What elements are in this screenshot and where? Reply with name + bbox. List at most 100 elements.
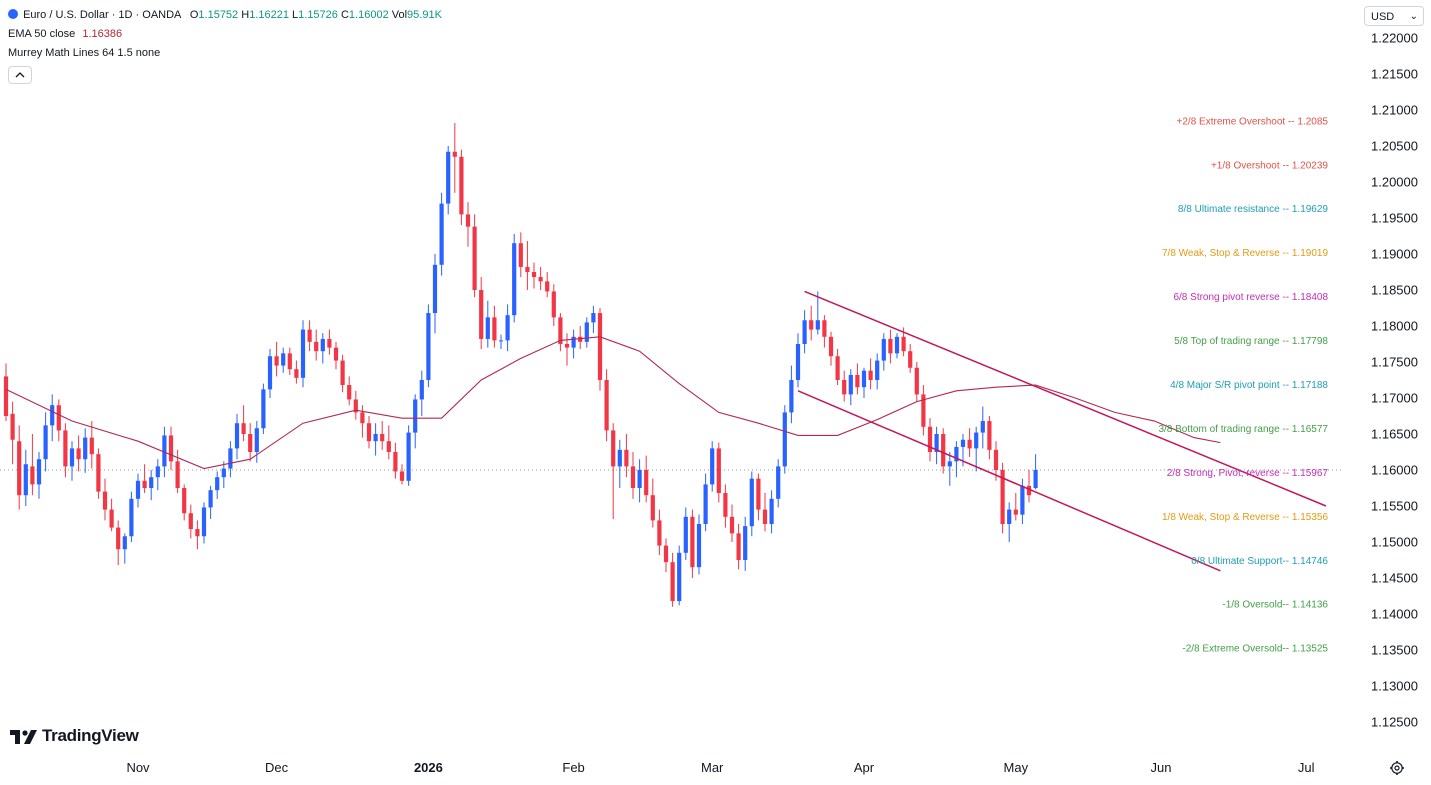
murrey-labels: +2/8 Extreme Overshoot -- 1.2085 +1/8 Ove…: [1158, 116, 1328, 654]
candle-body: [498, 340, 504, 342]
candle-body: [584, 322, 589, 342]
ohlc-open: 1.15752: [198, 9, 239, 21]
candle: [670, 552, 675, 607]
candle: [822, 315, 827, 348]
candle-body: [300, 329, 306, 378]
candle-body: [881, 338, 886, 361]
candle: [492, 305, 497, 348]
candle-body: [267, 356, 273, 390]
price-axis[interactable]: 1.22000 1.21500 1.21000 1.20500 1.20000 1.195…: [1371, 31, 1418, 730]
murrey-level-label: 4/8 Major S/R pivot point -- 1.17188: [1170, 380, 1328, 391]
settings-gear-icon[interactable]: [1389, 760, 1405, 776]
candle-body: [828, 336, 834, 357]
currency-select[interactable]: USD ⌄: [1364, 6, 1424, 26]
ohlc-close: 1.16002: [348, 9, 389, 21]
price-tick-label: 1.16000: [1371, 463, 1418, 478]
time-tick-label: Feb: [562, 760, 584, 775]
symbol-title[interactable]: Euro / U.S. Dollar · 1D · OANDA: [23, 9, 181, 21]
candle: [538, 266, 543, 290]
candle-body: [347, 385, 352, 400]
candle-body: [254, 428, 259, 452]
murrey-legend[interactable]: Murrey Math Lines 64 1.5 none: [8, 46, 160, 60]
candle-body: [116, 527, 121, 550]
candle-body: [960, 439, 966, 447]
candle-body: [30, 466, 35, 485]
candle: [426, 304, 431, 388]
candle: [842, 370, 847, 402]
ohlc-high: 1.16221: [249, 9, 289, 21]
candle-body: [782, 412, 787, 467]
candle-body: [380, 434, 385, 442]
candle: [729, 504, 735, 542]
candle: [736, 524, 741, 570]
price-tick-label: 1.19500: [1371, 211, 1418, 226]
candle-body: [122, 536, 127, 550]
murrey-level-label: 6/8 Strong pivot reverse -- 1.18408: [1173, 292, 1328, 303]
candle: [50, 394, 55, 442]
candle: [109, 498, 114, 532]
candle: [558, 313, 563, 352]
candle-body: [954, 446, 959, 462]
candle-body: [149, 477, 154, 488]
candle: [56, 399, 61, 442]
candle-body: [743, 526, 748, 560]
candle-body: [221, 468, 226, 478]
candle-body: [314, 341, 319, 352]
candle-body: [927, 426, 933, 452]
collapse-legend-button[interactable]: [8, 66, 32, 84]
candle-body: [855, 374, 860, 388]
candle-body: [43, 425, 48, 460]
candle-body: [749, 478, 754, 527]
candle: [135, 473, 141, 508]
candle-body: [419, 380, 424, 400]
candle: [254, 421, 259, 463]
candle: [142, 464, 147, 494]
candle-body: [644, 470, 649, 496]
candle: [432, 254, 438, 334]
chevron-down-icon: ⌄: [1409, 11, 1418, 22]
candle-body: [353, 399, 358, 413]
candle: [914, 362, 919, 402]
candle-body: [980, 421, 985, 433]
price-tick-label: 1.13500: [1371, 643, 1418, 658]
price-tick-label: 1.20000: [1371, 175, 1418, 190]
candle-body: [162, 435, 167, 467]
time-tick-label: Jul: [1298, 760, 1315, 775]
candle-body: [1033, 470, 1038, 488]
ema-legend[interactable]: EMA 50 close 1.16386: [8, 27, 122, 41]
candle: [452, 122, 457, 193]
candle-body: [281, 353, 286, 366]
murrey-level-label: -1/8 Oversold-- 1.14136: [1222, 600, 1328, 611]
candle-body: [261, 389, 266, 429]
candle: [921, 385, 926, 436]
tradingview-logo[interactable]: TradingView: [10, 726, 139, 746]
candle: [43, 412, 48, 472]
candle-body: [974, 432, 979, 449]
candle-body: [894, 336, 900, 354]
candle: [875, 353, 880, 390]
price-tick-label: 1.16500: [1371, 427, 1418, 442]
price-tick-label: 1.13000: [1371, 679, 1418, 694]
price-tick-label: 1.15000: [1371, 535, 1418, 550]
candle: [868, 358, 873, 390]
candle: [294, 360, 299, 384]
candle-body: [538, 277, 543, 282]
time-axis[interactable]: Nov Dec 2026 Feb Mar Apr May Jun Jul: [126, 760, 1314, 775]
candle: [327, 329, 332, 355]
candle: [182, 484, 187, 521]
candle: [459, 149, 464, 226]
candle: [545, 272, 550, 298]
candle-body: [83, 437, 88, 460]
candle-body: [215, 477, 220, 491]
murrey-level-label: 3/8 Bottom of trading range -- 1.16577: [1158, 424, 1328, 435]
murrey-level-label: 7/8 Weak, Stop & Reverse -- 1.19019: [1162, 248, 1328, 259]
candle: [848, 369, 853, 406]
ohlc-open-label: O: [189, 9, 199, 21]
candle: [749, 471, 754, 537]
candle-body: [248, 434, 253, 452]
candle: [89, 421, 94, 469]
time-tick-label: Mar: [701, 760, 724, 775]
candle-body: [512, 243, 517, 316]
candle: [96, 448, 101, 499]
